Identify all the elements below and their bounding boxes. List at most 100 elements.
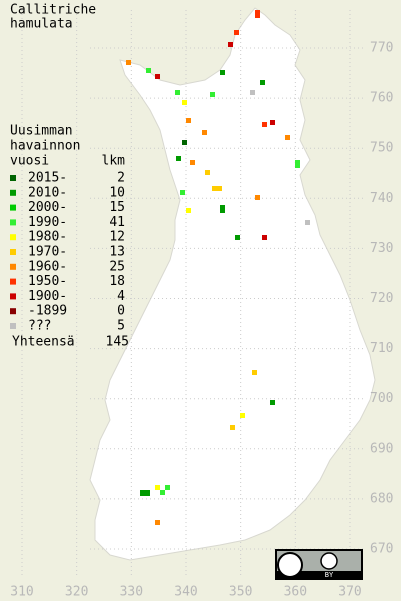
square xyxy=(140,490,150,496)
square xyxy=(165,485,170,490)
legend-label: 1950- xyxy=(28,274,67,289)
square xyxy=(270,400,275,405)
square xyxy=(252,370,257,375)
square xyxy=(234,30,239,35)
y-label: 740 xyxy=(370,191,393,206)
square xyxy=(250,90,255,95)
legend-label: 2000- xyxy=(28,200,67,215)
x-label: 330 xyxy=(120,585,143,600)
square xyxy=(190,160,195,165)
legend-swatch xyxy=(10,249,16,255)
title: hamulata xyxy=(10,17,73,32)
square xyxy=(255,10,260,18)
square xyxy=(270,120,275,125)
square xyxy=(160,490,165,495)
square xyxy=(212,186,222,191)
legend-swatch xyxy=(10,204,16,211)
legend-label: 1970- xyxy=(28,245,67,260)
legend-count: 41 xyxy=(109,215,125,230)
legend-count: 5 xyxy=(117,319,125,334)
y-label: 690 xyxy=(370,441,393,456)
x-label: 350 xyxy=(229,585,252,600)
legend-swatch xyxy=(10,293,16,300)
square xyxy=(175,90,180,95)
legend-count: 13 xyxy=(109,245,125,260)
legend-swatch xyxy=(10,189,16,196)
square xyxy=(176,156,181,161)
legend-label: ??? xyxy=(28,319,51,334)
square xyxy=(255,195,260,200)
x-label: 340 xyxy=(174,585,197,600)
square xyxy=(220,205,225,213)
legend-swatch xyxy=(10,278,16,285)
square xyxy=(126,60,131,65)
x-label: 370 xyxy=(338,585,361,600)
square xyxy=(205,170,210,175)
square xyxy=(295,160,300,168)
square xyxy=(155,485,160,490)
square xyxy=(305,220,310,225)
square xyxy=(220,70,225,75)
legend-swatch xyxy=(10,263,16,270)
x-label: 320 xyxy=(65,585,88,600)
x-label: 310 xyxy=(10,585,33,600)
square xyxy=(146,68,151,73)
legend-label: 1960- xyxy=(28,259,67,274)
legend-count: 0 xyxy=(117,304,125,319)
legend-label: 1900- xyxy=(28,289,67,304)
grid: 310 320 330 340 350 360 370 670 680 690 700 710 720 7… xyxy=(10,10,393,600)
square xyxy=(230,425,235,430)
y-label: 760 xyxy=(370,91,393,106)
legend-heading: Uusimman xyxy=(10,124,73,139)
square xyxy=(210,92,215,97)
square xyxy=(202,130,207,135)
square xyxy=(235,235,240,240)
total-count: 145 xyxy=(106,335,129,350)
y-label: 700 xyxy=(370,391,393,406)
legend-label: 2015- xyxy=(28,171,67,186)
legend-count: 15 xyxy=(109,200,125,215)
legend-swatch xyxy=(10,175,16,181)
total-label: Yhteensä xyxy=(12,335,75,350)
legend-label: 2010- xyxy=(28,185,67,200)
legend-count: 25 xyxy=(109,259,125,274)
square xyxy=(262,122,267,127)
legend-swatch xyxy=(10,323,16,329)
legend-swatch xyxy=(10,219,16,226)
square xyxy=(186,118,191,123)
by-icon xyxy=(320,552,338,570)
observation-squares xyxy=(126,10,310,525)
license-text: BY xyxy=(325,571,334,579)
legend-heading: havainnon xyxy=(10,139,80,154)
y-label: 670 xyxy=(370,542,393,557)
square xyxy=(260,80,265,85)
legend-label: 1980- xyxy=(28,230,67,245)
square xyxy=(180,190,185,195)
square xyxy=(155,74,160,79)
y-label: 730 xyxy=(370,241,393,256)
y-label: 750 xyxy=(370,141,393,156)
legend-count: 4 xyxy=(117,289,125,304)
legend-swatch xyxy=(10,234,16,241)
legend-label: 1990- xyxy=(28,215,67,230)
square xyxy=(182,140,187,145)
finland-outline xyxy=(89,7,376,561)
legend-count: 10 xyxy=(109,185,125,200)
square xyxy=(285,135,290,140)
cc-icon xyxy=(277,552,303,578)
cc-badge: BY xyxy=(275,549,363,580)
title: Callitriche xyxy=(10,3,96,18)
legend-swatch xyxy=(10,308,16,315)
square xyxy=(228,42,233,47)
legend-heading: vuosi xyxy=(10,154,49,169)
y-label: 710 xyxy=(370,341,393,356)
y-label: 680 xyxy=(370,491,393,506)
square xyxy=(186,208,191,213)
y-label: 720 xyxy=(370,291,393,306)
x-label: 360 xyxy=(284,585,307,600)
square xyxy=(182,100,187,105)
count-heading: lkm xyxy=(102,154,126,169)
